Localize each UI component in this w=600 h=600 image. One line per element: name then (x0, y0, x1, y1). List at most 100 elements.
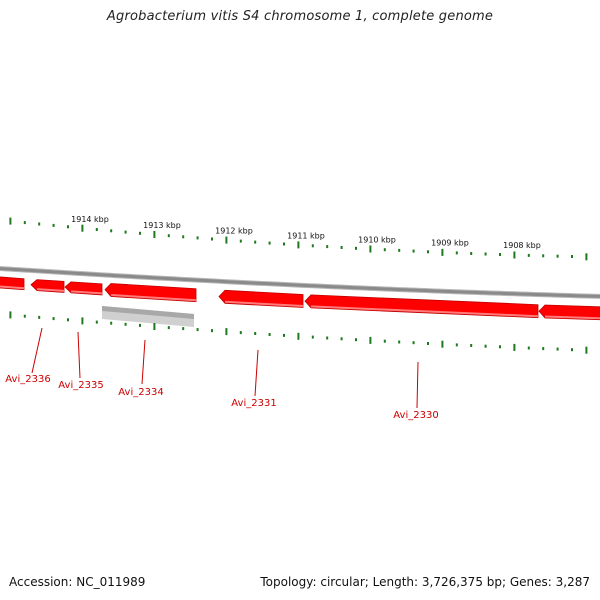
undefined-minor (355, 246, 357, 250)
gene-leader-line (141, 339, 146, 385)
gene-arrow[interactable] (538, 304, 600, 321)
undefined-minor (455, 251, 458, 255)
undefined-minor (311, 244, 314, 248)
undefined-minor (196, 236, 199, 240)
map-title: Agrobacterium vitis S4 chromosome 1, com… (106, 9, 494, 24)
undefined-major (9, 311, 12, 319)
undefined-minor (38, 222, 41, 226)
undefined-minor (124, 230, 127, 234)
gene-label[interactable]: Avi_2331 (231, 398, 276, 409)
gene-arrow[interactable] (0, 276, 25, 291)
undefined-minor (398, 340, 401, 344)
undefined-minor (311, 335, 314, 339)
undefined-minor (326, 245, 329, 249)
undefined-minor (67, 318, 69, 322)
undefined-minor (182, 327, 185, 331)
undefined-minor (139, 323, 141, 327)
gene-arrow[interactable] (30, 279, 65, 293)
gene-highlight (70, 290, 103, 295)
gene-features[interactable] (0, 276, 600, 327)
undefined-minor (124, 322, 127, 326)
pseudogene-top (102, 306, 194, 319)
gene-label[interactable]: Avi_2330 (393, 410, 438, 421)
gene-highlight (0, 285, 25, 290)
undefined-minor (254, 332, 257, 335)
undefined-minor (427, 250, 429, 254)
undefined-major (513, 343, 516, 351)
accession-text: Accession: NC_011989 (9, 575, 146, 589)
undefined-minor (412, 249, 415, 253)
undefined-minor (196, 328, 199, 332)
gene-arrow[interactable] (218, 289, 304, 308)
undefined-minor (527, 253, 530, 257)
undefined-minor (470, 252, 473, 255)
scale-labels: 1914 kbp 1913 kbp 1912 kbp 1911 kbp 1910 kbp… (71, 215, 541, 250)
undefined-major (153, 231, 156, 238)
undefined-minor (412, 341, 415, 345)
gene-leader-line (31, 327, 43, 374)
gene-highlight (110, 294, 197, 302)
undefined-minor (110, 321, 113, 325)
scale-label: 1911 kbp (287, 231, 325, 240)
undefined-minor (499, 345, 501, 349)
undefined-minor (211, 237, 213, 241)
undefined-major (369, 336, 372, 344)
undefined-minor (556, 347, 559, 351)
backbone-line (0, 267, 600, 298)
undefined-major (441, 340, 444, 348)
gene-arrow[interactable] (304, 294, 539, 319)
undefined-minor (239, 331, 242, 335)
gene-labels[interactable]: Avi_2336 Avi_2335 Avi_2334 Avi_2331 Avi_2330 (5, 374, 438, 421)
gene-arrow[interactable] (64, 281, 103, 296)
scale-label: 1909 kbp (431, 239, 469, 248)
gene-label[interactable]: Avi_2334 (118, 387, 163, 398)
undefined-minor (527, 346, 530, 350)
scale-label: 1914 kbp (71, 215, 109, 224)
undefined-major (369, 245, 372, 253)
undefined-minor (499, 253, 501, 256)
gene-highlight (544, 315, 600, 320)
outer-scale-ticks (9, 217, 588, 261)
gene-leader-line (77, 331, 81, 379)
gene-label[interactable]: Avi_2336 (5, 374, 50, 385)
undefined-major (297, 241, 300, 249)
undefined-minor (95, 228, 98, 231)
undefined-minor (571, 255, 573, 258)
undefined-minor (470, 344, 473, 347)
chromosome-backbone (0, 266, 600, 299)
undefined-major (225, 236, 228, 244)
undefined-minor (67, 225, 69, 229)
gene-leader-line (416, 361, 419, 409)
undefined-minor (283, 242, 285, 246)
gene-leader-line (254, 349, 259, 397)
undefined-minor (211, 329, 213, 333)
undefined-minor (239, 239, 242, 243)
undefined-minor (139, 231, 141, 235)
undefined-major (153, 323, 156, 330)
gene-highlight (310, 305, 539, 318)
undefined-major (81, 317, 84, 325)
pseudogene-feature[interactable] (102, 306, 194, 327)
undefined-major (513, 251, 516, 259)
inner-scale-ticks (9, 311, 588, 354)
undefined-minor (254, 240, 257, 244)
undefined-minor (484, 252, 487, 256)
undefined-minor (398, 248, 401, 252)
undefined-minor (283, 333, 285, 337)
undefined-minor (383, 339, 386, 343)
undefined-major (441, 248, 444, 256)
undefined-minor (383, 248, 386, 252)
undefined-minor (542, 254, 545, 258)
gene-arrow[interactable] (104, 283, 197, 303)
gene-label[interactable]: Avi_2335 (58, 380, 103, 391)
undefined-minor (23, 314, 26, 318)
gene-highlight (36, 288, 65, 292)
undefined-minor (110, 229, 113, 233)
gene-highlight (224, 300, 304, 307)
undefined-major (225, 328, 228, 336)
undefined-minor (355, 338, 357, 342)
undefined-minor (571, 348, 573, 352)
scale-label: 1913 kbp (143, 221, 181, 230)
scale-label: 1910 kbp (358, 235, 396, 244)
